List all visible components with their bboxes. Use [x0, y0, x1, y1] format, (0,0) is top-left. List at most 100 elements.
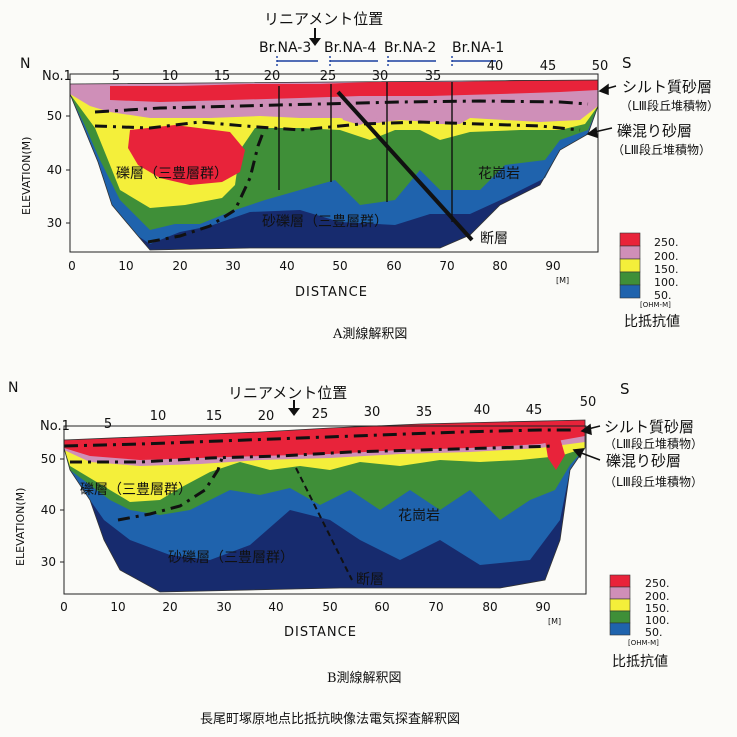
- svg-text:250.: 250.: [645, 577, 670, 590]
- svg-text:20: 20: [264, 69, 281, 84]
- svg-text:10: 10: [110, 600, 125, 614]
- svg-text:200.: 200.: [654, 250, 679, 263]
- axes-a: [66, 73, 599, 253]
- gravel-sand-boundary-line-b: [70, 444, 556, 464]
- panel-a: [66, 28, 641, 299]
- svg-text:50.: 50.: [654, 289, 672, 302]
- svg-text:50: 50: [580, 395, 597, 410]
- svg-text:0: 0: [68, 259, 76, 273]
- y-ticks-b: 50 40 30: [41, 452, 56, 569]
- elevation-label-a: ELEVATION(M): [20, 137, 33, 215]
- legend-values-a: 250. 200. 150. 100. 50.: [654, 236, 679, 302]
- legend-swatches-b: [609, 574, 631, 636]
- station-ticks-a: 5 10 15 20 25 30 35 40 45 50: [112, 59, 608, 84]
- legend-unit-b: [OHM-M]: [628, 639, 659, 647]
- svg-text:90: 90: [545, 259, 560, 273]
- gravel-boundary-line: [147, 129, 266, 244]
- section-b-red-top: [64, 420, 585, 460]
- fault-line-b: [295, 467, 353, 581]
- station-no1-b: No.1: [40, 419, 70, 434]
- lineament-arrow-b: [288, 400, 300, 416]
- svg-text:Br.NA-4: Br.NA-4: [324, 40, 376, 56]
- svg-text:40: 40: [47, 163, 62, 177]
- panel-b: [60, 400, 631, 636]
- resistivity-section-b: [63, 419, 586, 593]
- svg-text:90: 90: [535, 600, 550, 614]
- label-silt-sub-a: （LⅢ段丘堆積物）: [620, 98, 719, 113]
- svg-text:35: 35: [425, 69, 442, 84]
- svg-text:30: 30: [225, 259, 240, 273]
- label-gravel-b: 礫層（三豊層群）: [80, 482, 192, 498]
- svg-text:30: 30: [41, 555, 56, 569]
- svg-text:30: 30: [372, 69, 389, 84]
- svg-text:150.: 150.: [645, 602, 670, 615]
- label-fault-b: 断層: [356, 572, 384, 588]
- svg-text:30: 30: [216, 600, 231, 614]
- svg-text:70: 70: [428, 600, 443, 614]
- svg-text:25: 25: [320, 69, 337, 84]
- svg-text:250.: 250.: [654, 236, 679, 249]
- svg-text:5: 5: [104, 417, 112, 432]
- label-silt-a: シルト質砂層: [622, 78, 712, 96]
- svg-text:200.: 200.: [645, 590, 670, 603]
- caption-b: B測線解釈図: [327, 671, 402, 686]
- section-red-lens: [128, 125, 245, 185]
- svg-text:5: 5: [112, 69, 120, 84]
- y-ticks-a: 50 40 30: [47, 109, 62, 230]
- label-arrows-a: [586, 83, 617, 139]
- svg-text:20: 20: [258, 409, 275, 424]
- legend-title-a: 比抵抗値: [624, 314, 680, 330]
- legend-swatches-a: [619, 232, 641, 299]
- gravel-sand-boundary-line: [94, 120, 581, 132]
- svg-text:50: 50: [592, 59, 609, 74]
- figure-title: 長尾町塚原地点比抵抗映像法電気探査解釈図: [200, 712, 461, 727]
- x-ticks-a: 0 10 20 30 40 50 60 70 80 90: [68, 259, 560, 273]
- svg-text:Br.NA-3: Br.NA-3: [259, 40, 311, 56]
- station-ticks-b: 5 10 15 20 25 30 35 40 45 50: [104, 395, 596, 432]
- svg-text:40: 40: [487, 59, 504, 74]
- section-b-red-lens: [545, 438, 565, 470]
- resistivity-section-a: [69, 79, 599, 251]
- label-fault-a: 断層: [480, 231, 508, 247]
- label-granite-b: 花崗岩: [398, 508, 440, 524]
- svg-text:20: 20: [162, 600, 177, 614]
- x-ticks-b: 0 10 20 30 40 50 60 70 80 90: [60, 600, 550, 614]
- svg-text:10: 10: [162, 69, 179, 84]
- lineament-label-b: リニアメント位置: [228, 384, 347, 402]
- label-granite-a: 花崗岩: [478, 166, 520, 182]
- distance-label-b: DISTANCE: [284, 625, 357, 640]
- label-gravel-sand-a: 礫混り砂層: [617, 122, 692, 140]
- label-sandy-gravel-a: 砂礫層（三豊層群）: [262, 214, 388, 230]
- svg-text:50: 50: [332, 259, 347, 273]
- svg-text:100.: 100.: [645, 614, 670, 627]
- north-label-a: N: [20, 56, 30, 72]
- svg-text:80: 80: [492, 259, 507, 273]
- section-red-top: [110, 80, 598, 102]
- svg-text:20: 20: [172, 259, 187, 273]
- svg-text:40: 40: [268, 600, 283, 614]
- station-no1-a: No.1: [42, 69, 72, 84]
- svg-text:35: 35: [416, 405, 433, 420]
- x-unit-a: [M]: [556, 276, 569, 285]
- label-sandy-gravel-b: 砂礫層（三豊層群）: [168, 550, 294, 566]
- svg-text:40: 40: [474, 403, 491, 418]
- gravel-boundary-line-b: [117, 457, 224, 522]
- elevation-label-b: ELEVATION(M): [14, 488, 27, 566]
- axes-b: [60, 425, 587, 595]
- label-silt-b: シルト質砂層: [604, 418, 694, 436]
- svg-text:15: 15: [206, 409, 223, 424]
- svg-text:150.: 150.: [654, 263, 679, 276]
- svg-text:10: 10: [150, 409, 167, 424]
- svg-text:100.: 100.: [654, 276, 679, 289]
- svg-text:60: 60: [374, 600, 389, 614]
- svg-text:0: 0: [60, 600, 68, 614]
- label-gravel-sand-sub-b: （LⅢ段丘堆積物）: [604, 474, 703, 489]
- distance-label-a: DISTANCE: [295, 285, 368, 300]
- svg-text:50.: 50.: [645, 626, 663, 639]
- svg-text:45: 45: [540, 59, 557, 74]
- caption-a: A測線解釈図: [333, 327, 408, 342]
- silt-boundary-line: [94, 99, 589, 114]
- svg-text:10: 10: [118, 259, 133, 273]
- label-gravel-sand-b: 礫混り砂層: [606, 452, 681, 470]
